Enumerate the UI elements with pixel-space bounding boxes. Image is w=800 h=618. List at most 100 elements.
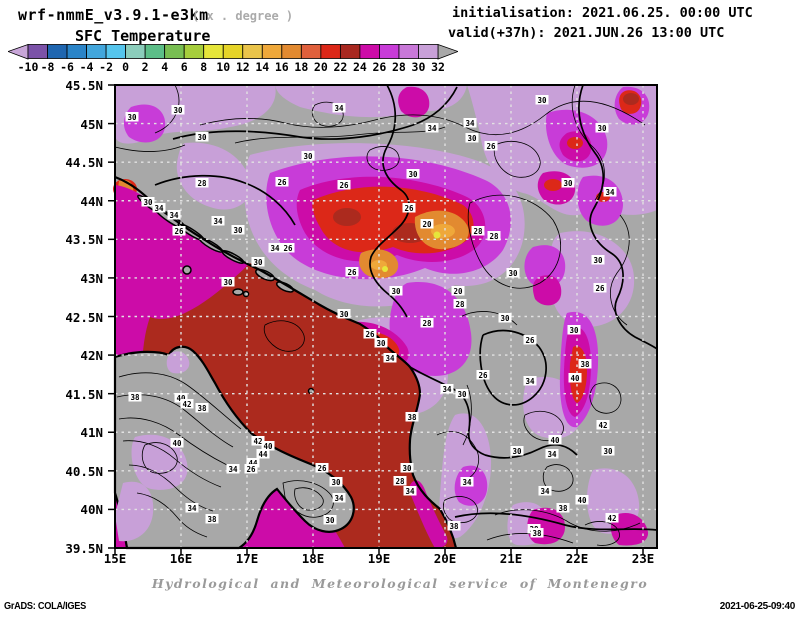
contour-label-value: 30 [512, 447, 522, 456]
colorbar-segment [339, 44, 361, 59]
lon-tick-label: 21E [499, 551, 523, 566]
contour-label-value: 40 [172, 439, 182, 448]
colorbar-segment [27, 44, 48, 59]
contour-label-box [484, 141, 498, 151]
contour-label-box [393, 476, 407, 486]
contour-label-box [195, 132, 209, 142]
contour-label-box [256, 449, 270, 459]
contour-label-value: 38 [130, 393, 140, 402]
contour-label-value: 38 [449, 522, 459, 531]
contour-label-value: 30 [391, 287, 401, 296]
lon-tick-label: 23E [631, 551, 655, 566]
colorbar-tick-label: 6 [180, 60, 188, 74]
contour-label-value: 26 [404, 204, 414, 213]
grads-credit: GrADS: COLA/IGES [4, 601, 86, 612]
contour-label-box [596, 420, 610, 430]
contour-label-value: 26 [478, 371, 488, 380]
contour-label-box [195, 178, 209, 188]
contour-label-box [403, 486, 417, 496]
contour-label-value: 26 [486, 142, 496, 151]
contour-label-box [523, 335, 537, 345]
contour-label-value: 30 [197, 133, 207, 142]
colorbar-tick-label: 24 [352, 60, 367, 74]
contour-label-value: 28 [422, 319, 432, 328]
contour-label-box [460, 477, 474, 487]
contour-label-value: 30 [603, 447, 613, 456]
colorbar-tick-label: 10 [216, 60, 231, 74]
colorbar-segment [281, 44, 302, 59]
contour-label-value: 38 [197, 404, 207, 413]
contour-label-box [451, 286, 465, 296]
lat-tick-label: 43.5N [65, 232, 103, 248]
contour-label-box [447, 521, 461, 531]
colorbar-tick-label: -4 [79, 60, 94, 74]
contour-label-box [389, 286, 403, 296]
contour-label-box [171, 105, 185, 115]
colorbar-segment [261, 44, 283, 59]
contour-label-value: 26 [595, 284, 605, 293]
contour-label-box [605, 513, 619, 523]
contour-label-value: 30 [508, 269, 518, 278]
contour-label-value: 30 [569, 326, 579, 335]
contour-label-value: 38 [207, 515, 217, 524]
italy-plum-patches [115, 351, 190, 542]
contour-label-box [172, 226, 186, 236]
contour-label-value: 30 [143, 198, 153, 207]
contour-label-box [440, 384, 454, 394]
lat-tick-label: 45N [80, 116, 103, 132]
contour-label-box [221, 277, 235, 287]
contour-label-value: 30 [127, 113, 137, 122]
contour-label-box [261, 441, 275, 451]
agency-caption: Hydrological and Meteorological service … [151, 576, 649, 591]
contour-label-value: 26 [365, 330, 375, 339]
contour-label-box [463, 118, 477, 128]
contour-label-box [226, 464, 240, 474]
valid-time: valid(+37h): 2021.JUN.26 13:00 UTC [448, 25, 725, 41]
contour-label-value: 42 [182, 400, 191, 409]
contour-label-box [453, 299, 467, 309]
contour-label-box [268, 243, 282, 253]
contour-label-value: 26 [277, 178, 287, 187]
contour-label-value: 34 [540, 487, 550, 496]
contour-label-box [567, 325, 581, 335]
contour-label-box [487, 231, 501, 241]
contour-label-value: 30 [325, 516, 335, 525]
contour-label-value: 40 [263, 442, 273, 451]
contour-label-box [211, 216, 225, 226]
contour-label-box [498, 313, 512, 323]
colorbar-tick-label: 2 [141, 60, 149, 74]
contour-label-value: 30 [339, 310, 349, 319]
contour-label-value: 34 [605, 188, 615, 197]
contour-label-box [231, 225, 245, 235]
colorbar-tick-labels: -10 -8 -6 -4 -2 0 2 4 6 8 10 12 14 16 18 20 22 24 26 28 30 32 [8, 60, 458, 74]
colorbar-tick-label: 20 [313, 60, 328, 74]
contour-label-value: 34 [547, 450, 557, 459]
contour-label-box [556, 503, 570, 513]
contour-label-value: 26 [347, 268, 357, 277]
colorbar-segment [320, 44, 341, 59]
colorbar-segment [300, 44, 322, 59]
contour-label-box [561, 178, 575, 188]
colorbar-tick-label: 14 [255, 60, 270, 74]
model-title: wrf-nmmE_v3.9.1-e3km [18, 6, 209, 24]
contour-label-value: 20 [422, 220, 432, 229]
colorbar-tick-label: -2 [99, 60, 114, 74]
contour-label-box [128, 392, 142, 402]
lon-tick-label: 18E [301, 551, 325, 566]
colorbar-segment [86, 44, 107, 59]
longitude-axis: 15E 16E 17E 18E 19E 20E 21E 22E 23E [104, 551, 657, 567]
contour-label-box [465, 133, 479, 143]
contour-label-box [170, 438, 184, 448]
contour-label-box [420, 318, 434, 328]
contour-label-box [329, 477, 343, 487]
contour-label-box [195, 403, 209, 413]
contour-label-box [535, 95, 549, 105]
sea-dark-red-22-24 [142, 263, 456, 548]
contour-label-value: 38 [532, 529, 542, 538]
contour-label-value: 30 [402, 464, 412, 473]
contour-label-value: 34 [465, 119, 475, 128]
contour-label-box [476, 370, 490, 380]
colorbar-arrow-right [437, 43, 460, 60]
contour-label-box [125, 112, 139, 122]
